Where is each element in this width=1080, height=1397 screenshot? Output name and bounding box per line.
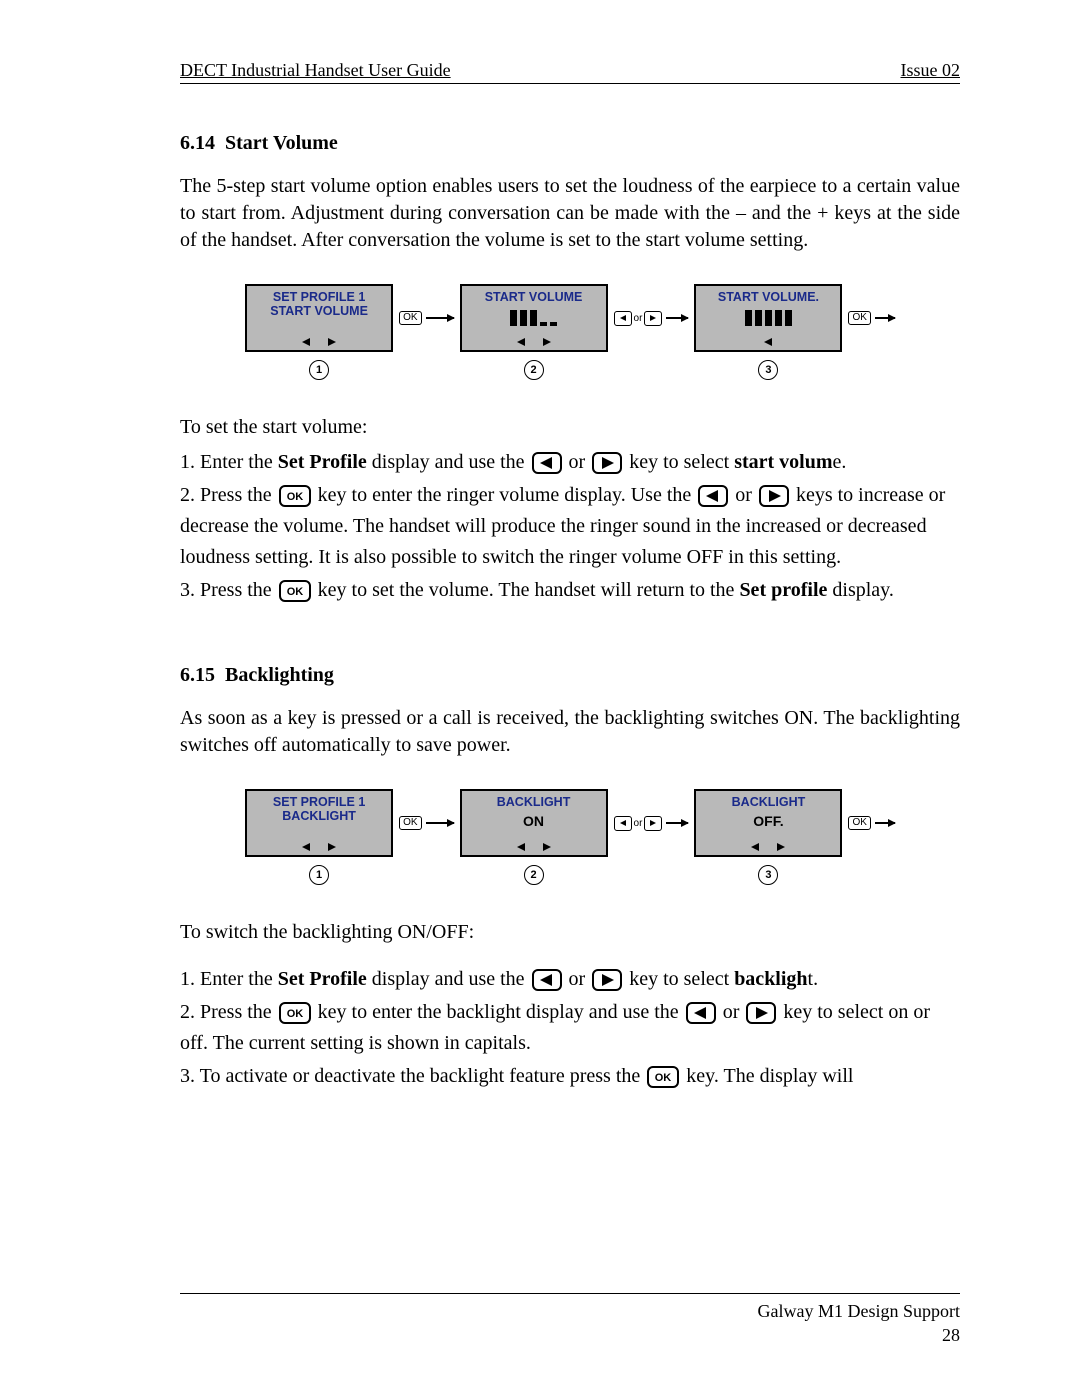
section-name: Start Volume	[225, 132, 338, 154]
step-number: 3	[758, 865, 778, 885]
volume-bars	[510, 308, 557, 326]
backlight-lead: To switch the backlighting ON/OFF:	[180, 921, 960, 944]
left-key-icon	[532, 969, 562, 991]
flow-connector: OK	[399, 789, 453, 857]
flow-connector: or	[614, 284, 689, 352]
footer-line1: Galway M1 Design Support	[180, 1300, 960, 1323]
screen-status: OFF.	[753, 813, 783, 829]
screen-title: BACKLIGHT	[732, 795, 806, 809]
svg-text:OK: OK	[286, 491, 303, 503]
screen-title: START VOLUME	[485, 290, 583, 304]
right-key-icon	[746, 1002, 776, 1024]
instruction-step: 3. To activate or deactivate the backlig…	[180, 1061, 960, 1092]
flow-connector: OK	[848, 789, 894, 857]
ok-label: OK	[848, 311, 870, 325]
flow-step: SET PROFILE 1 START VOLUME 1	[245, 284, 393, 380]
flow-step: BACKLIGHT ON 2	[460, 789, 608, 885]
ok-label: OK	[399, 816, 421, 830]
svg-text:OK: OK	[286, 586, 303, 598]
svg-text:OK: OK	[286, 1008, 303, 1020]
section-614-title: 6.14 Start Volume	[180, 132, 960, 155]
step-number: 3	[758, 360, 778, 380]
instruction-step: 1. Enter the Set Profile display and use…	[180, 964, 960, 995]
instruction-step: 3. Press the OK key to set the volume. T…	[180, 575, 960, 606]
section-name: Backlighting	[225, 664, 334, 686]
section-614-intro: The 5-step start volume option enables u…	[180, 173, 960, 254]
step-number: 1	[309, 360, 329, 380]
screen-box: START VOLUME	[460, 284, 608, 352]
ok-key-icon: OK	[279, 580, 311, 602]
flow-step: BACKLIGHT OFF. 3	[694, 789, 842, 885]
start-volume-steps: 1. Enter the Set Profile display and use…	[180, 447, 960, 606]
left-key-icon	[686, 1002, 716, 1024]
nav-arrows	[462, 338, 606, 346]
flow-step: START VOLUME. 3	[694, 284, 842, 380]
section-615-intro: As soon as a key is pressed or a call is…	[180, 705, 960, 759]
lr-connector: or	[614, 816, 663, 831]
left-key-icon	[532, 452, 562, 474]
nav-arrows	[462, 843, 606, 851]
header-left: DECT Industrial Handset User Guide	[180, 60, 451, 81]
flow-connector: OK	[848, 284, 894, 352]
backlight-steps: 1. Enter the Set Profile display and use…	[180, 964, 960, 1092]
screen-box: SET PROFILE 1 START VOLUME	[245, 284, 393, 352]
nav-arrows	[696, 338, 840, 346]
section-615-title: 6.15 Backlighting	[180, 664, 960, 687]
page-footer: Galway M1 Design Support 28	[180, 1293, 960, 1347]
screen-title: BACKLIGHT	[497, 795, 571, 809]
screen-box: BACKLIGHT ON	[460, 789, 608, 857]
lr-connector: or	[614, 311, 663, 326]
section-number: 6.14	[180, 132, 215, 154]
screen-box: START VOLUME.	[694, 284, 842, 352]
right-key-icon	[592, 969, 622, 991]
screen-title: SET PROFILE 1 START VOLUME	[270, 290, 368, 319]
instruction-step: 2. Press the OK key to enter the backlig…	[180, 997, 960, 1059]
ok-label: OK	[399, 311, 421, 325]
ok-label: OK	[848, 816, 870, 830]
nav-arrows	[696, 843, 840, 851]
left-key-icon	[698, 485, 728, 507]
instruction-step: 2. Press the OK key to enter the ringer …	[180, 480, 960, 573]
screen-status: ON	[523, 813, 544, 829]
screen-box: BACKLIGHT OFF.	[694, 789, 842, 857]
screen-title: SET PROFILE 1 BACKLIGHT	[273, 795, 365, 824]
footer-line2: 28	[180, 1324, 960, 1347]
step-number: 2	[524, 360, 544, 380]
flow-connector: OK	[399, 284, 453, 352]
page-header: DECT Industrial Handset User Guide Issue…	[180, 60, 960, 84]
ok-key-icon: OK	[279, 1002, 311, 1024]
ok-key-icon: OK	[647, 1066, 679, 1088]
nav-arrows	[247, 338, 391, 346]
flow-start-volume: SET PROFILE 1 START VOLUME 1 OK START VOLUM…	[180, 284, 960, 380]
step-number: 2	[524, 865, 544, 885]
right-key-icon	[592, 452, 622, 474]
svg-text:OK: OK	[655, 1072, 672, 1084]
right-key-icon	[759, 485, 789, 507]
step-number: 1	[309, 865, 329, 885]
flow-step: SET PROFILE 1 BACKLIGHT 1	[245, 789, 393, 885]
instruction-step: 1. Enter the Set Profile display and use…	[180, 447, 960, 478]
start-volume-lead: To set the start volume:	[180, 416, 960, 439]
ok-key-icon: OK	[279, 485, 311, 507]
header-right: Issue 02	[901, 60, 961, 81]
volume-bars	[745, 308, 792, 326]
screen-title: START VOLUME.	[718, 290, 819, 304]
flow-backlight: SET PROFILE 1 BACKLIGHT 1 OK BACKLIGHT ON 2 or…	[180, 789, 960, 885]
flow-connector: or	[614, 789, 689, 857]
screen-box: SET PROFILE 1 BACKLIGHT	[245, 789, 393, 857]
section-number: 6.15	[180, 664, 215, 686]
flow-step: START VOLUME 2	[460, 284, 608, 380]
nav-arrows	[247, 843, 391, 851]
